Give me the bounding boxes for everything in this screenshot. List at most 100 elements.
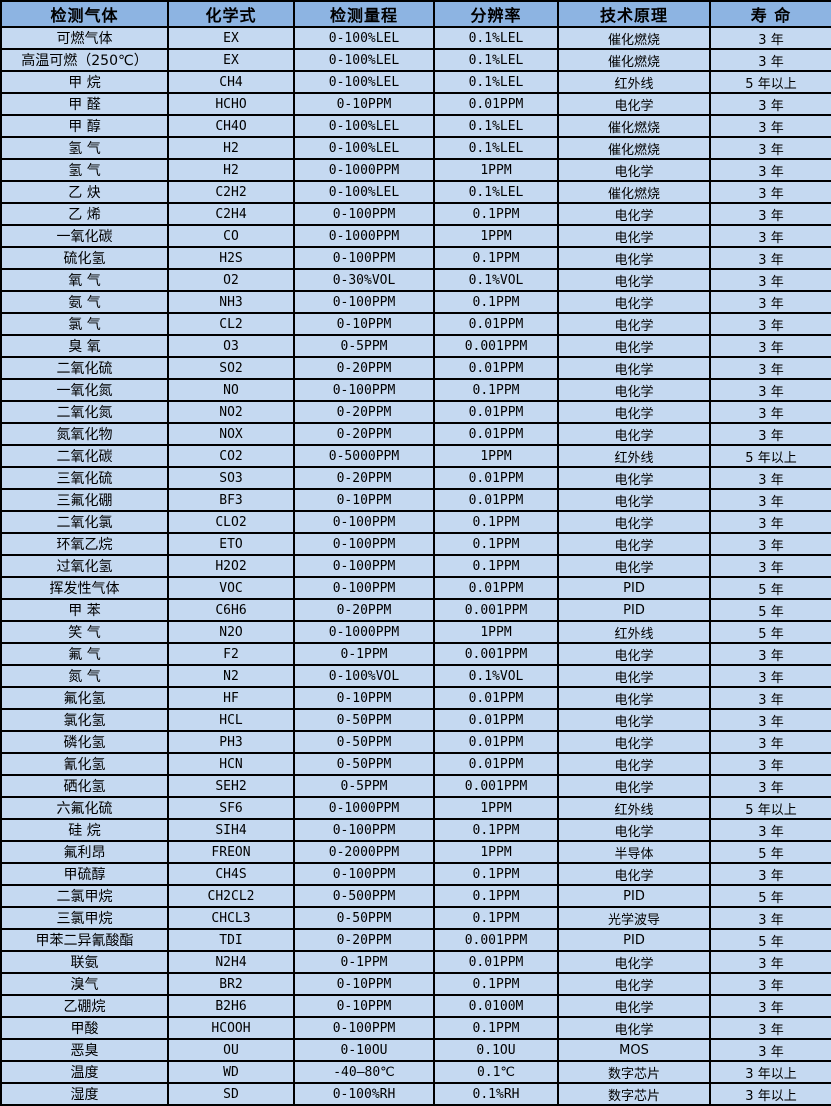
table-row: 甲 烷 CH4 0-100%LEL 0.1%LEL 红外线 5 年以上 <box>0 70 831 94</box>
lifespan-cell: 3 年 <box>709 422 831 446</box>
header-cell-resolution: 分辨率 <box>433 0 559 28</box>
detection-range-cell: 0-20PPM <box>293 422 435 446</box>
gas-name-cell: 三氟化硼 <box>0 488 169 512</box>
table-row: 二氯甲烷 CH2CL2 0-500PPM 0.1PPM PID 5 年 <box>0 884 831 908</box>
gas-name-cell: 二氧化碳 <box>0 444 169 468</box>
technology-cell: 电化学 <box>557 202 711 226</box>
resolution-cell: 0.01PPM <box>433 356 559 380</box>
lifespan-cell: 3 年 <box>709 114 831 138</box>
chemical-formula-cell: SD <box>167 1082 295 1106</box>
resolution-cell: 0.01PPM <box>433 950 559 974</box>
table-row: 一氧化氮 NO 0-100PPM 0.1PPM 电化学 3 年 <box>0 378 831 402</box>
resolution-cell: 0.01PPM <box>433 92 559 116</box>
chemical-formula-cell: CH2CL2 <box>167 884 295 908</box>
table-row: 乙硼烷 B2H6 0-10PPM 0.0100M 电化学 3 年 <box>0 994 831 1018</box>
table-row: 二氧化氯 CLO2 0-100PPM 0.1PPM 电化学 3 年 <box>0 510 831 534</box>
table-row: 温度 WD -40—80℃ 0.1℃ 数字芯片 3 年以上 <box>0 1060 831 1084</box>
technology-cell: 电化学 <box>557 994 711 1018</box>
lifespan-cell: 3 年 <box>709 466 831 490</box>
chemical-formula-cell: H2S <box>167 246 295 270</box>
technology-cell: 半导体 <box>557 840 711 864</box>
technology-cell: 数字芯片 <box>557 1082 711 1106</box>
lifespan-cell: 3 年 <box>709 554 831 578</box>
lifespan-cell: 3 年 <box>709 532 831 556</box>
gas-name-cell: 氰化氢 <box>0 752 169 776</box>
gas-name-cell: 氨 气 <box>0 290 169 314</box>
resolution-cell: 0.1%RH <box>433 1082 559 1106</box>
lifespan-cell: 3 年 <box>709 290 831 314</box>
detection-range-cell: -40—80℃ <box>293 1060 435 1084</box>
detection-range-cell: 0-5PPM <box>293 334 435 358</box>
detection-range-cell: 0-100PPM <box>293 1016 435 1040</box>
detection-range-cell: 0-100%LEL <box>293 136 435 160</box>
lifespan-cell: 3 年 <box>709 664 831 688</box>
technology-cell: MOS <box>557 1038 711 1062</box>
lifespan-cell: 3 年 <box>709 994 831 1018</box>
detection-range-cell: 0-10OU <box>293 1038 435 1062</box>
resolution-cell: 0.1PPM <box>433 378 559 402</box>
detection-range-cell: 0-1000PPM <box>293 224 435 248</box>
gas-name-cell: 二氯甲烷 <box>0 884 169 908</box>
detection-range-cell: 0-100PPM <box>293 378 435 402</box>
resolution-cell: 0.1PPM <box>433 884 559 908</box>
chemical-formula-cell: HCHO <box>167 92 295 116</box>
gas-name-cell: 氢 气 <box>0 158 169 182</box>
gas-name-cell: 甲 苯 <box>0 598 169 622</box>
lifespan-cell: 3 年 <box>709 48 831 72</box>
lifespan-cell: 3 年 <box>709 642 831 666</box>
lifespan-cell: 5 年以上 <box>709 70 831 94</box>
detection-range-cell: 0-500PPM <box>293 884 435 908</box>
resolution-cell: 0.1%LEL <box>433 136 559 160</box>
technology-cell: PID <box>557 598 711 622</box>
chemical-formula-cell: NO2 <box>167 400 295 424</box>
lifespan-cell: 3 年 <box>709 774 831 798</box>
resolution-cell: 1PPM <box>433 620 559 644</box>
chemical-formula-cell: SO2 <box>167 356 295 380</box>
gas-name-cell: 氧 气 <box>0 268 169 292</box>
detection-range-cell: 0-100%VOL <box>293 664 435 688</box>
detection-range-cell: 0-100%LEL <box>293 48 435 72</box>
technology-cell: 电化学 <box>557 642 711 666</box>
resolution-cell: 0.1%LEL <box>433 48 559 72</box>
chemical-formula-cell: F2 <box>167 642 295 666</box>
gas-name-cell: 氢 气 <box>0 136 169 160</box>
technology-cell: 电化学 <box>557 774 711 798</box>
gas-name-cell: 甲 醇 <box>0 114 169 138</box>
chemical-formula-cell: NH3 <box>167 290 295 314</box>
lifespan-cell: 5 年 <box>709 620 831 644</box>
detection-range-cell: 0-1PPM <box>293 642 435 666</box>
detection-range-cell: 0-50PPM <box>293 730 435 754</box>
technology-cell: 电化学 <box>557 686 711 710</box>
lifespan-cell: 3 年 <box>709 950 831 974</box>
chemical-formula-cell: CLO2 <box>167 510 295 534</box>
detection-range-cell: 0-1000PPM <box>293 620 435 644</box>
chemical-formula-cell: NO <box>167 378 295 402</box>
lifespan-cell: 3 年 <box>709 26 831 50</box>
table-row: 联氨 N2H4 0-1PPM 0.01PPM 电化学 3 年 <box>0 950 831 974</box>
technology-cell: 催化燃烧 <box>557 26 711 50</box>
resolution-cell: 0.1PPM <box>433 532 559 556</box>
lifespan-cell: 3 年 <box>709 202 831 226</box>
gas-name-cell: 氟利昂 <box>0 840 169 864</box>
detection-range-cell: 0-100PPM <box>293 290 435 314</box>
chemical-formula-cell: H2O2 <box>167 554 295 578</box>
gas-name-cell: 恶臭 <box>0 1038 169 1062</box>
table-row: 硅 烷 SIH4 0-100PPM 0.1PPM 电化学 3 年 <box>0 818 831 842</box>
header-cell-lifespan: 寿 命 <box>709 0 831 28</box>
resolution-cell: 0.01PPM <box>433 488 559 512</box>
technology-cell: 电化学 <box>557 818 711 842</box>
lifespan-cell: 3 年 <box>709 730 831 754</box>
lifespan-cell: 3 年 <box>709 92 831 116</box>
technology-cell: 电化学 <box>557 950 711 974</box>
detection-range-cell: 0-1PPM <box>293 950 435 974</box>
gas-name-cell: 一氧化氮 <box>0 378 169 402</box>
table-row: 环氧乙烷 ETO 0-100PPM 0.1PPM 电化学 3 年 <box>0 532 831 556</box>
resolution-cell: 0.01PPM <box>433 686 559 710</box>
resolution-cell: 0.1PPM <box>433 290 559 314</box>
lifespan-cell: 3 年 <box>709 818 831 842</box>
detection-range-cell: 0-100%RH <box>293 1082 435 1106</box>
lifespan-cell: 3 年 <box>709 1038 831 1062</box>
technology-cell: 电化学 <box>557 466 711 490</box>
header-cell-detection-range: 检测量程 <box>293 0 435 28</box>
resolution-cell: 1PPM <box>433 444 559 468</box>
